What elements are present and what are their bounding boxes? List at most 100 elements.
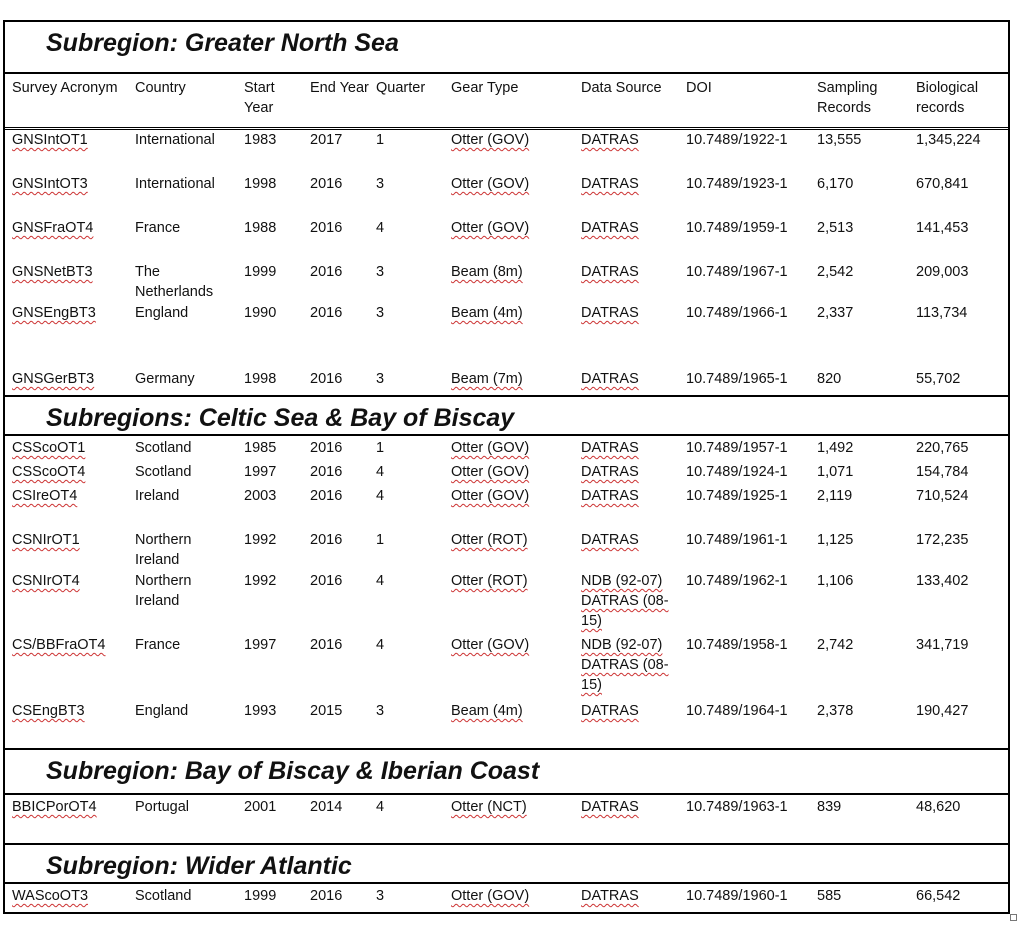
table-cell: 2016: [310, 305, 343, 321]
table-cell: 2016: [310, 440, 343, 456]
table-cell: 6,170: [817, 176, 854, 192]
table-cell: 3: [376, 176, 385, 192]
section-title: Subregion: Bay of Biscay & Iberian Coast: [46, 757, 540, 785]
header-divider: [3, 72, 1010, 74]
table-cell: Beam (4m): [451, 305, 523, 321]
table-cell: 585: [817, 888, 842, 904]
table-cell: GNSNetBT3: [12, 264, 93, 280]
table-cell: 3: [376, 264, 385, 280]
table-cell: 10.7489/1961-1: [686, 532, 788, 548]
table-cell: The Netherlands: [135, 264, 214, 300]
table-cell: GNSIntOT1: [12, 132, 88, 148]
table-cell: 1999: [244, 888, 277, 904]
table-cell: 2014: [310, 799, 343, 815]
section-divider: [3, 395, 1010, 397]
table-cell: 10.7489/1967-1: [686, 264, 788, 280]
table-cell: 1,345,224: [916, 132, 981, 148]
table-cell: International: [135, 132, 215, 148]
table-cell: 2,119: [817, 488, 853, 504]
column-header: Survey Acronym: [12, 80, 118, 96]
table-cell: 172,235: [916, 532, 969, 548]
table-cell: 2016: [310, 220, 343, 236]
table-cell: DATRAS: [581, 132, 639, 148]
table-cell: 10.7489/1924-1: [686, 464, 788, 480]
table-cell: GNSFraOT4: [12, 220, 94, 236]
table-cell: NDB (92-07) DATRAS (08-15): [581, 573, 669, 629]
table-cell: 2016: [310, 637, 343, 653]
table-cell: 2016: [310, 573, 343, 589]
table-cell: 10.7489/1959-1: [686, 220, 788, 236]
table-cell: 4: [376, 637, 385, 653]
table-cell: Otter (GOV): [451, 132, 530, 148]
table-cell: 2016: [310, 488, 343, 504]
table-cell: CS/BBFraOT4: [12, 637, 106, 653]
table-cell: 10.7489/1923-1: [686, 176, 788, 192]
table-cell: 1997: [244, 464, 277, 480]
table-cell: 2,513: [817, 220, 854, 236]
table-cell: 2015: [310, 703, 343, 719]
table-cell: Otter (GOV): [451, 888, 530, 904]
table-cell: DATRAS: [581, 464, 639, 480]
table-cell: 3: [376, 371, 385, 387]
table-cell: 10.7489/1965-1: [686, 371, 788, 387]
table-cell: NDB (92-07) DATRAS (08-15): [581, 637, 669, 693]
table-cell: DATRAS: [581, 371, 639, 387]
table-cell: 2016: [310, 371, 343, 387]
table-cell: Beam (8m): [451, 264, 523, 280]
table-cell: DATRAS: [581, 703, 639, 719]
column-header: Quarter: [376, 80, 426, 96]
table-cell: CSEngBT3: [12, 703, 85, 719]
section-divider: [3, 843, 1010, 845]
table-cell: 1,106: [817, 573, 854, 589]
table-cell: 4: [376, 488, 385, 504]
table-cell: 2,542: [817, 264, 854, 280]
table-cell: CSIreOT4: [12, 488, 78, 504]
header-divider: [3, 127, 1010, 128]
table-cell: 2016: [310, 888, 343, 904]
table-cell: 10.7489/1960-1: [686, 888, 788, 904]
table-cell: WAScoOT3: [12, 888, 89, 904]
table-cell: Otter (ROT): [451, 532, 528, 548]
table-cell: Portugal: [135, 799, 190, 815]
table-cell: 2003: [244, 488, 277, 504]
table-cell: 2,378: [817, 703, 854, 719]
table-cell: 710,524: [916, 488, 969, 504]
table-cell: DATRAS: [581, 176, 639, 192]
table-cell: England: [135, 305, 189, 321]
table-cell: 1990: [244, 305, 277, 321]
table-cell: GNSIntOT3: [12, 176, 88, 192]
column-header: Gear Type: [451, 80, 519, 96]
table-cell: DATRAS: [581, 532, 639, 548]
header-divider: [3, 129, 1010, 130]
table-border: [3, 20, 1010, 914]
table-cell: Scotland: [135, 888, 192, 904]
table-cell: 220,765: [916, 440, 969, 456]
table-cell: Otter (NCT): [451, 799, 527, 815]
table-cell: 2016: [310, 532, 343, 548]
table-cell: France: [135, 637, 181, 653]
table-cell: 4: [376, 799, 385, 815]
table-cell: 10.7489/1925-1: [686, 488, 788, 504]
table-cell: GNSEngBT3: [12, 305, 96, 321]
table-cell: 820: [817, 371, 842, 387]
table-cell: DATRAS: [581, 305, 639, 321]
table-cell: Otter (GOV): [451, 637, 530, 653]
table-cell: Northern Ireland: [135, 532, 192, 568]
table-cell: Otter (GOV): [451, 488, 530, 504]
table-cell: 2,337: [817, 305, 854, 321]
table-cell: 1: [376, 440, 385, 456]
table-cell: 1: [376, 132, 385, 148]
table-cell: 13,555: [817, 132, 862, 148]
title-divider: [3, 434, 1010, 436]
table-cell: CSScoOT1: [12, 440, 86, 456]
table-cell: 1983: [244, 132, 277, 148]
table-cell: 1993: [244, 703, 277, 719]
column-header: DOI: [686, 80, 712, 96]
table-cell: DATRAS: [581, 488, 639, 504]
table-cell: DATRAS: [581, 264, 639, 280]
table-cell: 10.7489/1958-1: [686, 637, 788, 653]
table-cell: Scotland: [135, 464, 192, 480]
table-cell: France: [135, 220, 181, 236]
table-cell: DATRAS: [581, 440, 639, 456]
table-cell: 1: [376, 532, 385, 548]
